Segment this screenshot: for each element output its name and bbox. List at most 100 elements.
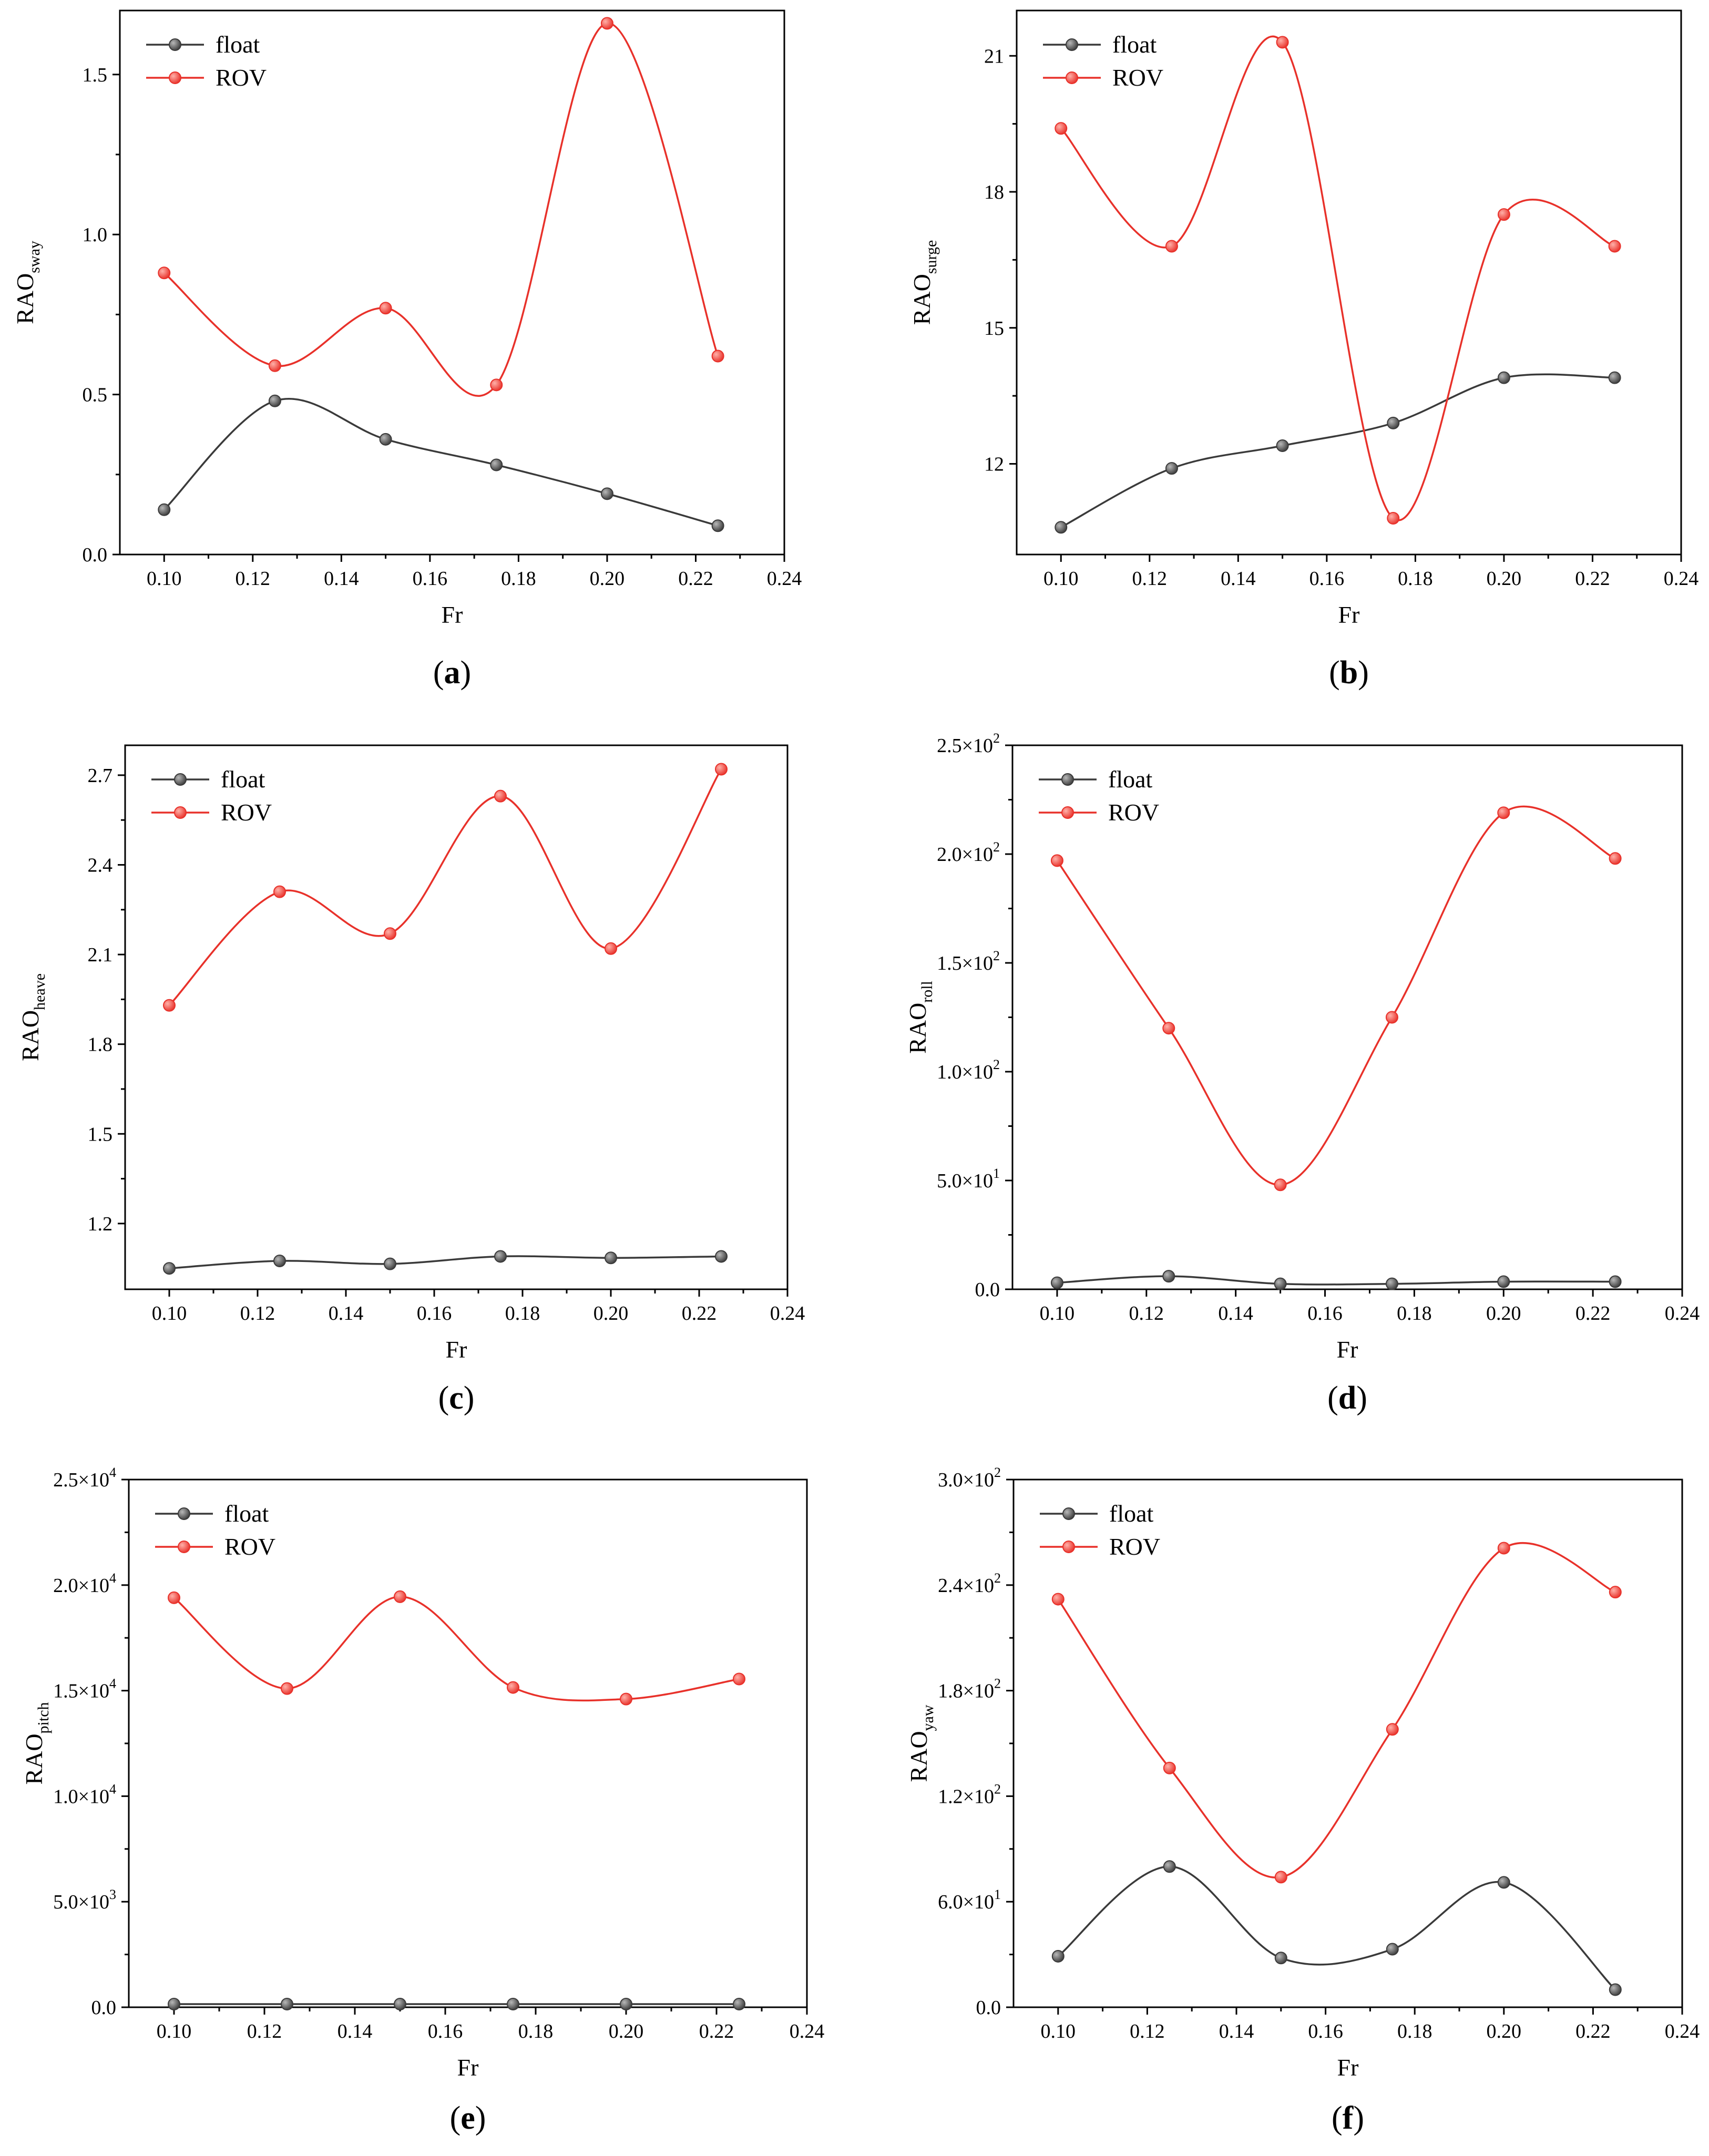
panel-f-xtick-label: 0.14 [1219,2020,1254,2042]
panel-f-ytick-base: 1.8×10 [938,1680,994,1702]
panel-b-xtick-label: 0.10 [1043,568,1079,590]
panel-b-caption: (b) [1329,655,1369,691]
panel-e-xlabel: Fr [457,2054,479,2081]
panel-c-caption: (c) [438,1380,475,1416]
panel-b-xtick-label: 0.14 [1221,568,1256,590]
panel-f-ytick-label: 0.0 [976,1997,1001,2019]
panel-c-legend-float-marker [174,773,187,786]
panel-d-ytick-label: 2.0×102 [937,839,1000,866]
panel-e-ytick-exp: 3 [109,1887,116,1902]
panel-f-ytick-base: 2.4×10 [938,1575,994,1597]
panel-e-series-rov-line [173,1596,740,1702]
panel-e-xtick-label: 0.18 [518,2020,554,2042]
panel-e-series-rov-point [168,1591,180,1604]
panel-f-series-float-point [1386,1943,1399,1956]
panel-e-series-float-point [394,1997,406,2010]
panel-e-series-float-point [168,1997,180,2010]
panel-a: 0.10 0.12 0.14 0.16 0.18 0.20 0.22 0.24 0.0 0.5 1.… [12,9,802,691]
panel-f-caption-open: ( [1332,2100,1343,2136]
panel-b-series-rov-point [1055,122,1068,135]
panel-b-series-float-line [1060,373,1615,528]
panel-f-ytick-base: 0.0 [976,1997,1001,2019]
panel-d-series-rov-point [1609,852,1622,865]
panel-e-xtick-label: 0.16 [428,2020,463,2042]
panel-f-ytick-label: 2.4×102 [938,1570,1001,1597]
panel-a-legend-rov-marker [169,71,181,84]
panel-b-ytick-label: 15 [984,317,1004,340]
panel-f-legend-float-marker [1062,1507,1075,1520]
panel-b-xlabel: Fr [1338,601,1360,628]
panel-f-ytick-base: 6.0×10 [938,1891,994,1913]
panel-e-legend-rov-label: ROV [224,1533,275,1560]
panel-f-xtick-label: 0.22 [1575,2020,1611,2042]
panel-b-series-float-point [1055,521,1068,534]
panel-f-series-float-point [1609,1983,1622,1996]
panel-a-legend-rov: ROV [146,64,267,91]
panel-d-ytick-exp: 2 [993,948,1000,963]
panel-d-ytick-label: 0.0 [975,1279,1000,1301]
panel-a-series-float-point [379,433,392,446]
panel-f-series-float-line [1057,1865,1616,1990]
panel-a-xtick-label: 0.10 [147,568,182,590]
panel-e-legend-rov: ROV [155,1533,275,1560]
panel-d-xtick-label: 0.16 [1307,1302,1343,1325]
panel-d-xtick-label: 0.12 [1129,1302,1164,1325]
panel-f-ytick-exp: 2 [994,1676,1001,1691]
panel-a-series-rov-point [600,17,613,30]
panel-b-ylabel: RAOsurge [908,240,940,325]
panel-f-xtick-label: 0.10 [1041,2020,1076,2042]
panel-c-ytick-label: 2.4 [88,854,113,876]
panel-d: 0.10 0.12 0.14 0.16 0.18 0.20 0.22 0.24 0.0 5.0×1… [904,731,1700,1416]
panel-c-ylabel-sub: heave [31,973,48,1010]
panel-a-caption-open: ( [433,655,444,691]
panel-f-ytick-label: 6.0×101 [938,1887,1001,1913]
panel-a-xlabel: Fr [442,601,463,628]
panel-a-legend-rov-label: ROV [216,64,267,91]
panel-a-ytick-label: 1.5 [83,64,108,86]
panel-c: 0.10 0.12 0.14 0.16 0.18 0.20 0.22 0.24 1.2 1.5 1.… [17,744,805,1416]
panel-f-series-float [1051,1860,1622,1996]
panel-f-caption: (f) [1332,2100,1364,2136]
panel-d-ytick-base: 2.0×10 [937,844,993,866]
panel-d-ytick-label: 5.0×101 [937,1166,1000,1192]
panel-d-caption-close: ) [1356,1380,1367,1416]
panel-b-series-rov-point [1387,512,1400,525]
panel-a-xtick-label: 0.24 [767,568,802,590]
panel-e-xtick-label: 0.22 [699,2020,734,2042]
panel-f-legend-rov: ROV [1040,1533,1160,1560]
panel-e-caption-close: ) [475,2100,486,2136]
panel-c-legend-rov: ROV [151,799,272,826]
panel-b-series-rov-point [1497,208,1510,221]
panel-a-ytick-label: 0.5 [83,384,108,406]
panel-b-xtick-label: 0.12 [1132,568,1168,590]
panel-d-plot-frame [1011,744,1683,1290]
panel-d-series-float-point [1162,1270,1175,1283]
panel-b-legend-rov-label: ROV [1112,64,1163,91]
panel-c-xlabel: Fr [446,1336,467,1363]
panel-b-xtick-label: 0.18 [1398,568,1433,590]
panel-d-xtick-label: 0.20 [1486,1302,1521,1325]
panel-e-series-rov-point [620,1692,632,1706]
panel-a-series-float-point [158,503,171,516]
panel-b-caption-letter: b [1340,655,1358,691]
panel-a-legend-float-marker [169,38,181,51]
panel-c-series-rov-point [384,927,396,940]
panel-c-legend-rov-marker [174,806,187,819]
panel-c-legend-float-label: float [221,766,265,793]
panel-a-caption: (a) [433,655,471,691]
panel-f-ylabel-main: RAO [905,1731,932,1782]
panel-c-series-rov-point [273,885,286,898]
panel-c-series-float-point [384,1257,396,1270]
panel-b-legend-float-marker [1066,38,1078,51]
panel-d-legend-float-marker [1061,773,1074,786]
panel-a-legend-float-label: float [216,31,260,58]
panel-a-series-rov-point [379,302,392,315]
panel-c-series-rov [163,763,728,1012]
panel-a-series-rov [158,17,724,397]
panel-d-ytick-base: 5.0×10 [937,1170,993,1192]
panel-f-xtick-label: 0.12 [1130,2020,1165,2042]
panel-e-ylabel-main: RAO [21,1733,47,1784]
panel-d-ytick-base: 1.5×10 [937,952,993,974]
panel-d-series-rov-point [1162,1022,1175,1035]
panel-e-xtick-label: 0.24 [790,2020,825,2042]
